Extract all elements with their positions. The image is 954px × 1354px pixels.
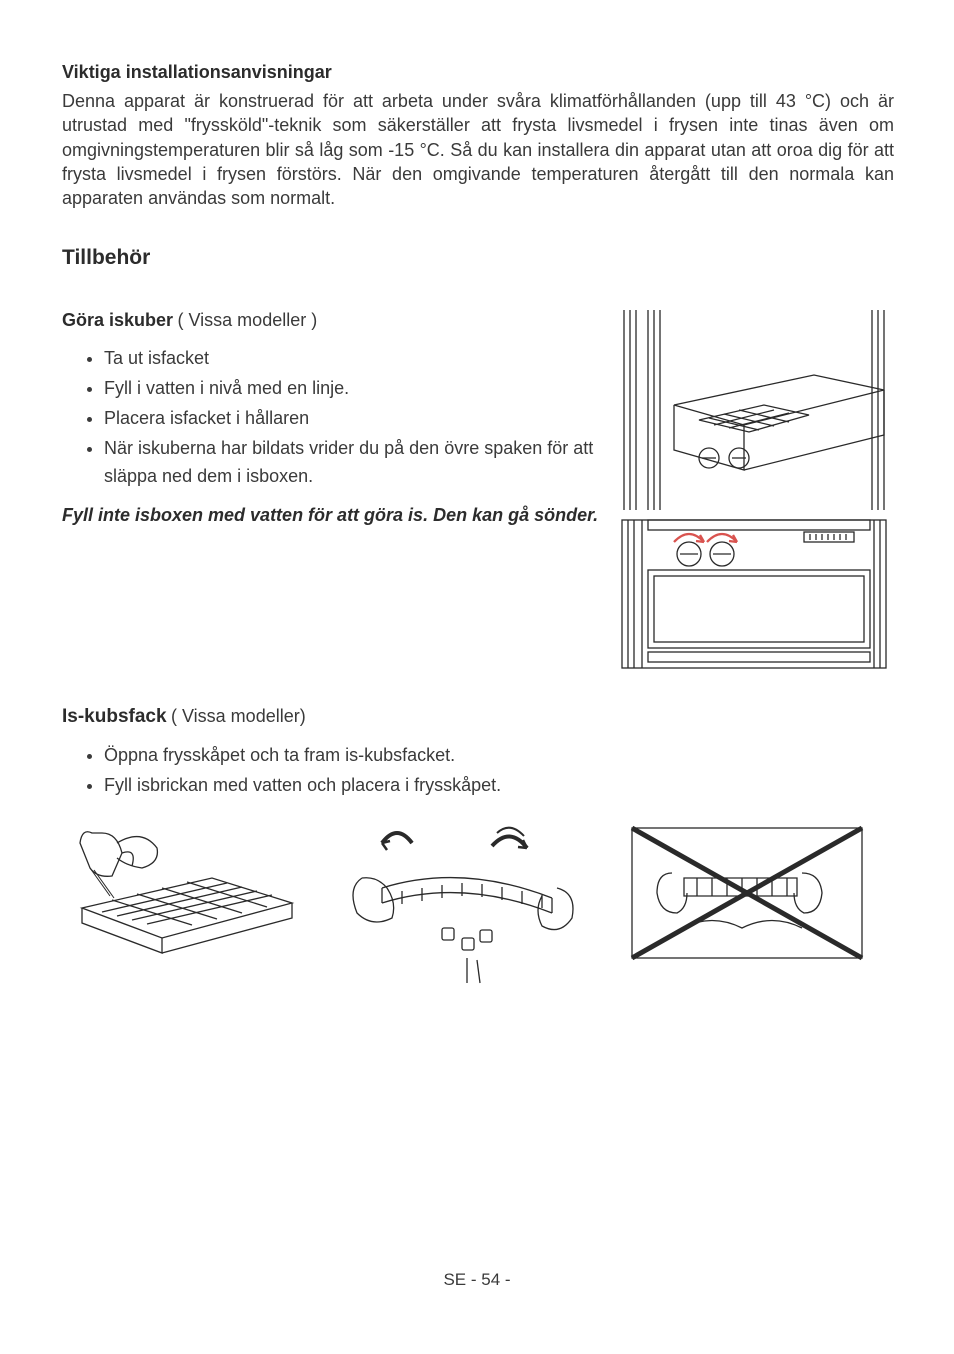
list-item: Ta ut isfacket — [104, 345, 602, 373]
installation-section: Viktiga installationsanvisningar Denna a… — [62, 62, 894, 210]
ice-tray-note: ( Vissa modeller) — [171, 706, 306, 726]
illustration-twist — [342, 818, 592, 968]
installation-body: Denna apparat är konstruerad för att arb… — [62, 89, 894, 210]
ice-tray-section: Is-kubsfack ( Vissa modeller) Öppna frys… — [62, 706, 894, 968]
ice-cubes-section: Göra iskuber ( Vissa modeller ) Ta ut is… — [62, 310, 894, 670]
ice-tray-illustrations — [62, 818, 894, 968]
list-item: Fyll isbrickan med vatten och placera i … — [104, 772, 894, 800]
list-item: Fyll i vatten i nivå med en linje. — [104, 375, 602, 403]
list-item: Placera isfacket i hållaren — [104, 405, 602, 433]
ice-cubes-warning: Fyll inte isboxen med vatten för att gör… — [62, 503, 602, 527]
ice-tray-heading-row: Is-kubsfack ( Vissa modeller) — [62, 706, 894, 728]
ice-cubes-heading-row: Göra iskuber ( Vissa modeller ) — [62, 310, 602, 331]
ice-tray-heading: Is-kubsfack — [62, 706, 167, 727]
accessories-title: Tillbehör — [62, 246, 894, 270]
installation-heading: Viktiga installationsanvisningar — [62, 62, 894, 83]
list-item: När iskuberna har bildats vrider du på d… — [104, 435, 602, 491]
ice-cubes-bullets: Ta ut isfacket Fyll i vatten i nivå med … — [104, 345, 602, 490]
list-item: Öppna frysskåpet och ta fram is-kubsfack… — [104, 742, 894, 770]
illustration-pour — [62, 818, 312, 968]
ice-cubes-text-column: Göra iskuber ( Vissa modeller ) Ta ut is… — [62, 310, 602, 527]
ice-tray-bullets: Öppna frysskåpet och ta fram is-kubsfack… — [104, 742, 894, 800]
ice-maker-illustration — [614, 310, 894, 670]
illustration-do-not — [622, 818, 872, 968]
ice-cubes-note: ( Vissa modeller ) — [178, 310, 318, 330]
page-footer: SE - 54 - — [0, 1270, 954, 1290]
ice-cubes-heading: Göra iskuber — [62, 310, 173, 330]
